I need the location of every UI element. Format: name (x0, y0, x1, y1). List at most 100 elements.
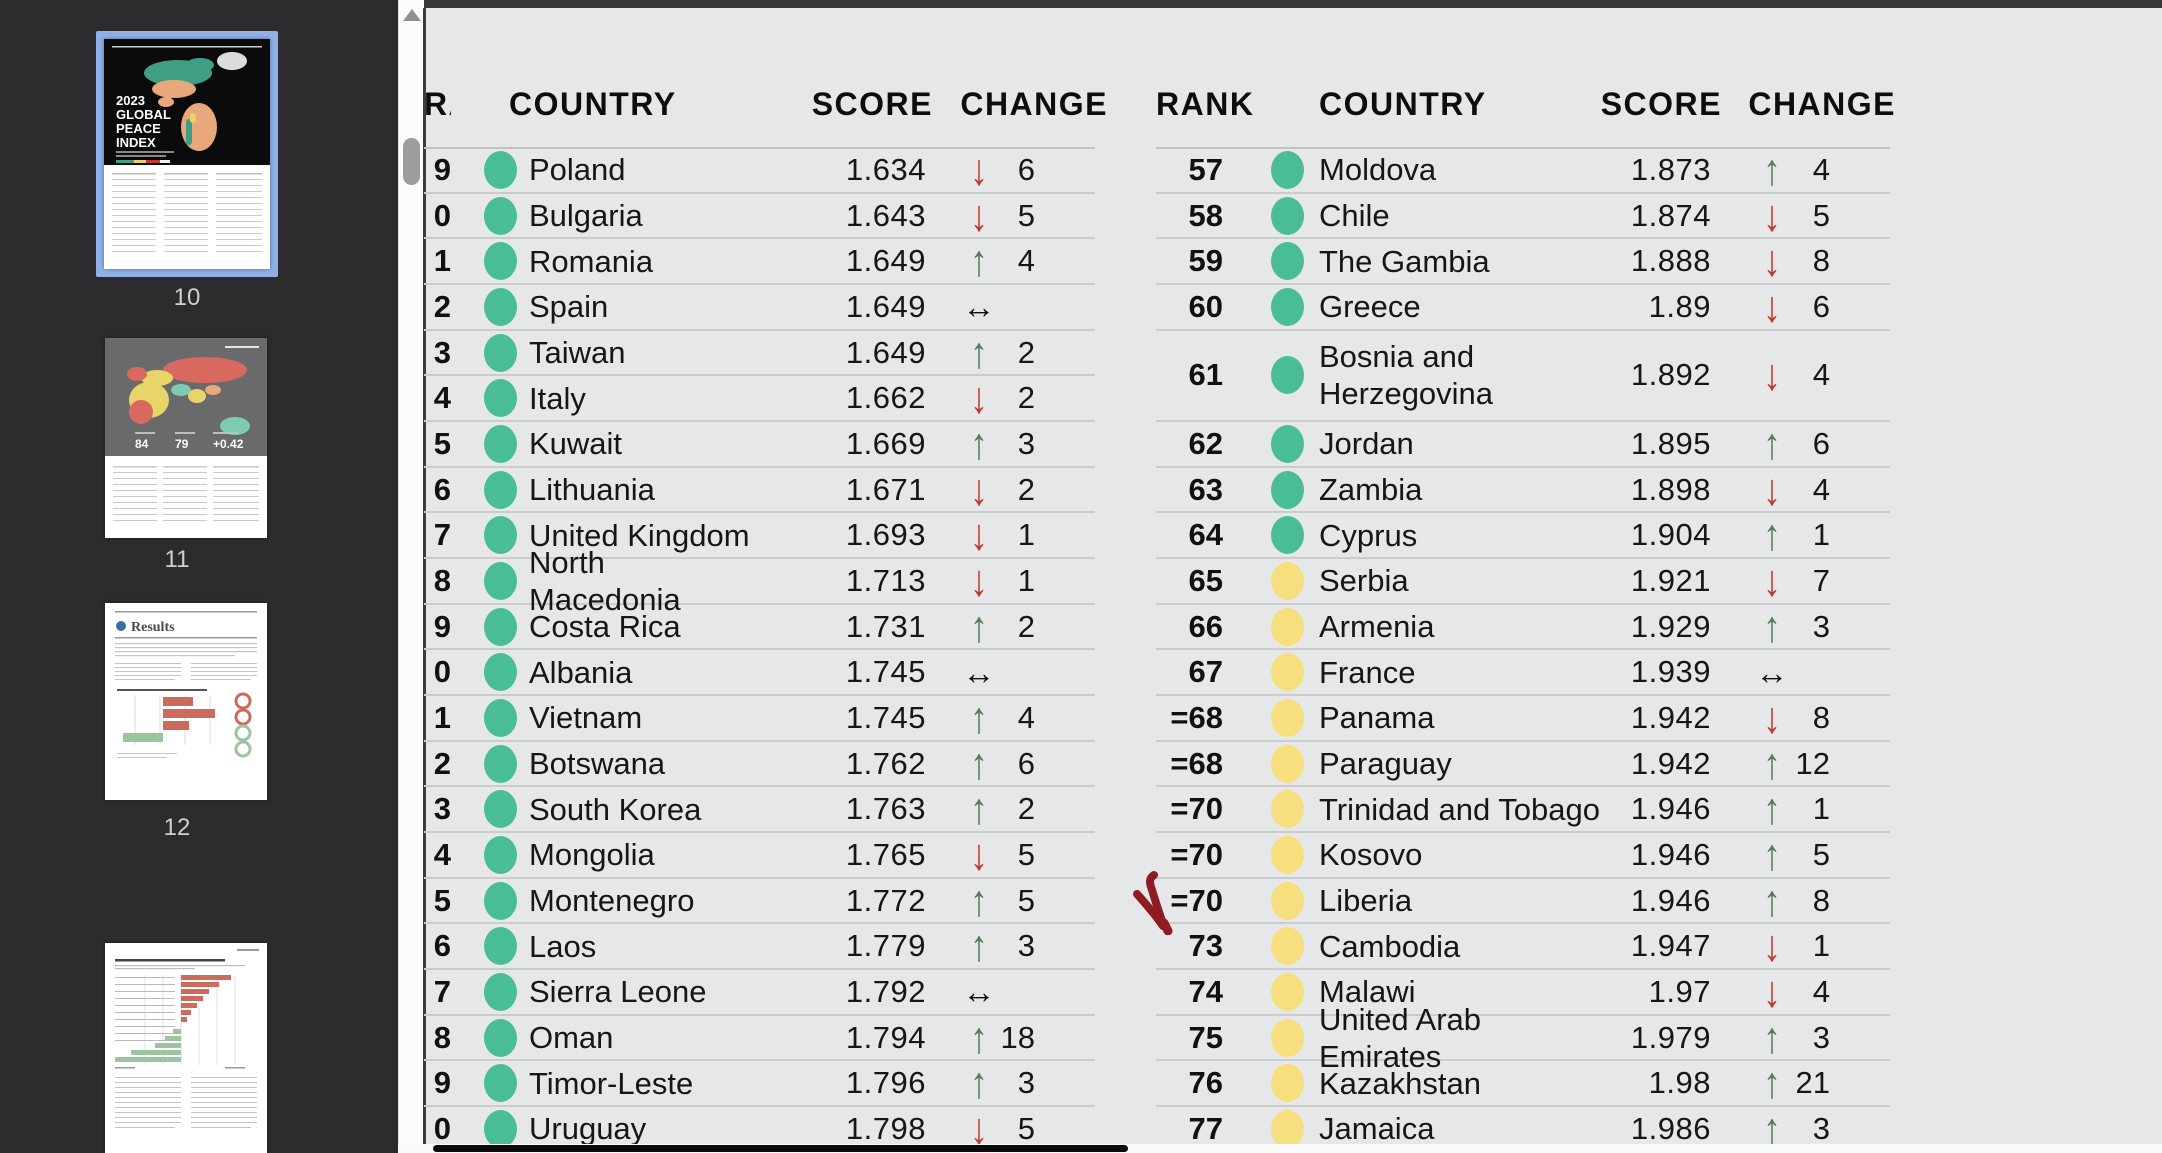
change-direction-arrow-icon: ↑ (1763, 737, 1781, 788)
table-row: 2 Spain 1.649 ↔ (424, 285, 1095, 331)
rank-value: 75 (1188, 1019, 1223, 1055)
horizontal-scrollbar-track[interactable] (398, 1144, 2162, 1153)
peace-level-dot-cell (451, 927, 529, 966)
country-name: Serbia (1319, 563, 1409, 599)
score-value: 1.898 (1630, 471, 1711, 507)
score-value: 1.779 (845, 928, 926, 964)
country-name: Greece (1319, 289, 1421, 325)
peace-level-dot-cell (451, 1064, 529, 1103)
change-amount: 4 (1812, 151, 1830, 187)
thumbnail-page-13-partial[interactable] (105, 943, 267, 1153)
thumb11-stat-change: +0.42 (213, 437, 244, 451)
thumbnail-page-12[interactable]: Results (105, 603, 267, 800)
score-value: 1.798 (845, 1110, 926, 1146)
horizontal-scrollbar-thumb[interactable] (433, 1145, 1128, 1152)
peace-level-dot (484, 835, 517, 874)
thumb11-stat-79: 79 (175, 437, 189, 451)
change-direction-arrow-icon: ↑ (970, 1011, 988, 1062)
rank-value: 73 (1188, 928, 1223, 964)
table-row: 1 Vietnam 1.745 ↑ 4 (424, 695, 1095, 742)
country-name: Laos (529, 928, 597, 964)
country-name: Armenia (1319, 609, 1435, 645)
change-amount: 3 (1812, 1110, 1830, 1146)
rank-value: 64 (1188, 517, 1223, 553)
country-name: Malawi (1319, 974, 1416, 1010)
column-header-change: CHANGE (960, 86, 1108, 122)
peace-level-dot-cell (1223, 1064, 1319, 1103)
rank-value: =70 (1170, 791, 1223, 827)
change-direction-arrow-icon: ↓ (1763, 966, 1781, 1017)
table-row: 62 Jordan 1.895 ↑ 6 (1156, 418, 1890, 469)
thumb10-title-2023: 2023 (116, 93, 145, 108)
sidebar-scrollbar-thumb[interactable] (403, 138, 420, 185)
change-amount: 21 (1795, 1065, 1830, 1101)
change-direction-arrow-icon: ↔ (1755, 653, 1789, 691)
change-direction-arrow-icon: ↓ (970, 829, 988, 880)
sidebar-scrollbar[interactable] (398, 0, 425, 1153)
score-value: 1.942 (1630, 699, 1711, 735)
peace-level-dot-cell (451, 1018, 529, 1057)
scroll-up-arrow-icon[interactable] (403, 9, 421, 21)
change-amount: 4 (1017, 699, 1035, 735)
rank-value: 4 (433, 380, 451, 416)
country-name: Jordan (1319, 426, 1414, 462)
rank-value: =70 (1170, 882, 1223, 918)
score-value: 1.671 (845, 471, 926, 507)
table-row: =70 Trinidad and Tobago 1.946 ↑ 1 (1156, 787, 1890, 834)
peace-level-dot (484, 196, 517, 235)
table-row: 3 Taiwan 1.649 ↑ 2 (424, 330, 1095, 377)
rank-value: 0 (433, 1110, 451, 1146)
country-name: Taiwan (529, 335, 626, 371)
peace-level-dot (484, 790, 517, 829)
country-name: Chile (1319, 198, 1390, 233)
score-value: 1.986 (1630, 1110, 1711, 1146)
change-direction-arrow-icon: ↑ (1763, 418, 1781, 469)
score-value: 1.929 (1630, 608, 1711, 644)
country-name: Vietnam (529, 700, 643, 736)
peace-level-dot (1271, 607, 1304, 646)
table-row: =70 Liberia 1.946 ↑ 8 (1156, 878, 1890, 925)
peace-level-dot (484, 1018, 517, 1057)
rank-value: 1 (433, 699, 451, 735)
country-name: Italy (529, 380, 586, 416)
change-direction-arrow-icon: ↓ (1763, 281, 1781, 332)
score-value: 1.634 (845, 151, 926, 187)
peace-level-dot (1271, 653, 1304, 692)
thumbnail-page-11[interactable]: 84 79 +0.42 (105, 338, 267, 538)
change-amount: 2 (1017, 608, 1035, 644)
change-direction-arrow-icon: ↑ (970, 874, 988, 925)
change-direction-arrow-icon: ↓ (1763, 349, 1781, 400)
thumbnail-page-10[interactable]: 2023 GLOBAL PEACE INDEX (104, 39, 270, 269)
page-left-edge (423, 8, 426, 1144)
change-amount: 2 (1017, 380, 1035, 416)
rank-value: 2 (433, 288, 451, 324)
table-row: =70 Kosovo 1.946 ↑ 5 (1156, 832, 1890, 879)
peace-level-dot-cell (451, 972, 529, 1011)
change-direction-arrow-icon: ↑ (1763, 509, 1781, 560)
rank-value: 6 (433, 471, 451, 507)
change-amount: 3 (1017, 928, 1035, 964)
table-row: 4 Mongolia 1.765 ↓ 5 (424, 829, 1095, 880)
peace-level-dot-cell (451, 653, 529, 692)
rank-value: 8 (433, 1019, 451, 1055)
thumb10-title-global: GLOBAL (116, 107, 171, 122)
peace-level-dot-cell (451, 561, 529, 600)
country-name: Trinidad and Tobago (1319, 791, 1600, 827)
page-label-12: 12 (163, 814, 191, 841)
change-direction-arrow-icon: ↓ (970, 1103, 988, 1153)
country-name: United Kingdom (529, 517, 750, 553)
peace-level-dot-cell (451, 698, 529, 737)
change-direction-arrow-icon: ↓ (1763, 692, 1781, 743)
peace-level-dot-cell (1223, 881, 1319, 920)
country-name: Zambia (1319, 472, 1423, 508)
peace-level-dot-cell (451, 424, 529, 463)
change-direction-arrow-icon: ↑ (970, 235, 988, 286)
country-name: Kuwait (529, 426, 623, 462)
country-name: Mongolia (529, 837, 655, 873)
country-name: Costa Rica (529, 609, 681, 645)
score-value: 1.794 (845, 1019, 926, 1055)
change-amount: 1 (1017, 517, 1035, 553)
table-row: 9 Costa Rica 1.731 ↑ 2 (424, 604, 1095, 651)
score-value: 1.892 (1630, 357, 1711, 393)
score-value: 1.946 (1630, 882, 1711, 918)
